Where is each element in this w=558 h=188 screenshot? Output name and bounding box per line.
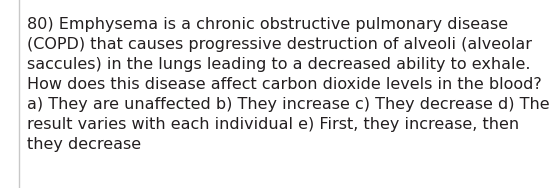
Text: 80) Emphysema is a chronic obstructive pulmonary disease
(COPD) that causes prog: 80) Emphysema is a chronic obstructive p…	[27, 17, 550, 152]
